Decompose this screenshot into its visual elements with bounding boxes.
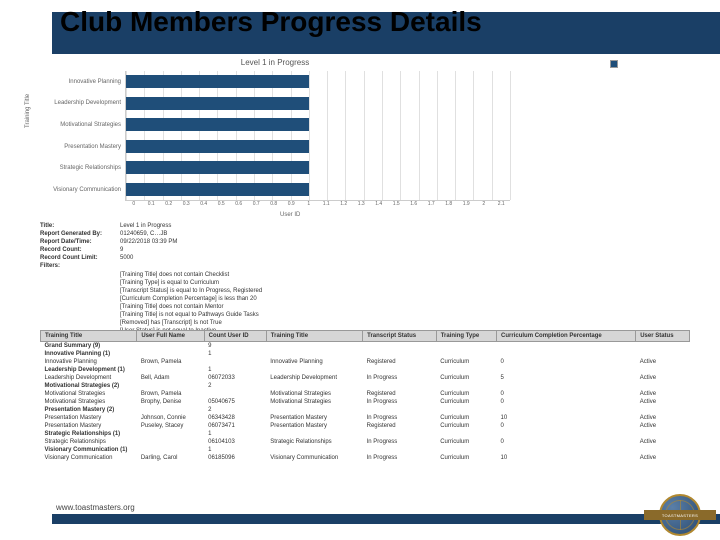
logo-ribbon: TOASTMASTERS [644, 510, 716, 520]
page-title: Club Members Progress Details [60, 6, 482, 38]
footer-bar [52, 514, 720, 524]
filter-line: [Curriculum Completion Percentage] is le… [40, 295, 262, 303]
group-count: 1 [204, 350, 266, 358]
group-count: 1 [204, 366, 266, 374]
chart-title: Level 1 in Progress [40, 58, 510, 67]
filter-line: [Training Title] is not equal to Pathway… [40, 311, 262, 319]
group-label: Innovative Planning (1) [41, 350, 205, 358]
table-row: Strategic Relationships06104103Strategic… [41, 438, 690, 446]
bar-chart: Level 1 in Progress Innovative Planning L… [40, 58, 510, 218]
col-header: Curriculum Completion Percentage [497, 331, 636, 342]
y-tick: Strategic Relationships [40, 165, 125, 171]
table-row: Presentation MasteryPuseley, Stacey06073… [41, 422, 690, 430]
meta-filters-k: Filters: [40, 262, 120, 270]
col-header: Count User ID [204, 331, 266, 342]
group-count: 2 [204, 406, 266, 414]
col-header: Training Title [266, 331, 362, 342]
footer-url: www.toastmasters.org [56, 503, 135, 512]
bar [126, 140, 309, 153]
group-label: Grand Summary (9) [41, 342, 205, 351]
legend [610, 60, 618, 68]
group-label: Leadership Development (1) [41, 366, 205, 374]
table-row: Leadership DevelopmentBell, Adam06072033… [41, 374, 690, 382]
table-row: Presentation MasteryJohnson, Connie06343… [41, 414, 690, 422]
group-count: 2 [204, 382, 266, 390]
y-tick: Leadership Development [40, 100, 125, 106]
bar [126, 118, 309, 131]
group-label: Presentation Mastery (2) [41, 406, 205, 414]
meta-date-k: Report Date/Time: [40, 238, 120, 246]
y-tick: Visionary Communication [40, 187, 125, 193]
meta-date-v: 09/22/2018 03:39 PM [120, 238, 177, 246]
y-axis-label: Training Title [25, 94, 31, 128]
table-row: Innovative PlanningBrown, PamelaInnovati… [41, 358, 690, 366]
meta-title-v: Level 1 in Progress [120, 222, 171, 230]
meta-title-k: Title: [40, 222, 120, 230]
toastmasters-logo: TOASTMASTERS [650, 494, 710, 536]
col-header: Training Type [436, 331, 496, 342]
filter-line: [Training Type] is equal to Curriculum [40, 279, 262, 287]
table-row: Motivational StrategiesBrown, PamelaMoti… [41, 390, 690, 398]
y-tick: Innovative Planning [40, 79, 125, 85]
filter-line: [Training Title] does not contain Mentor [40, 303, 262, 311]
group-count: 1 [204, 430, 266, 438]
col-header: User Full Name [137, 331, 204, 342]
meta-gen-k: Report Generated By: [40, 230, 120, 238]
y-tick: Motivational Strategies [40, 122, 125, 128]
report-meta: Title:Level 1 in Progress Report Generat… [40, 222, 262, 343]
filter-line: [Removed] has [Transcript] Is not True [40, 319, 262, 327]
col-header: Transcript Status [363, 331, 437, 342]
data-table: Training TitleUser Full NameCount User I… [40, 330, 690, 462]
group-label: Visionary Communication (1) [41, 446, 205, 454]
group-label: Strategic Relationships (1) [41, 430, 205, 438]
table-row: Visionary CommunicationDarling, Carol061… [41, 454, 690, 462]
group-count: 9 [204, 342, 266, 351]
filter-line: [Training Title] does not contain Checkl… [40, 271, 262, 279]
meta-gen-v: 01240659, C…JB [120, 230, 167, 238]
group-label: Motivational Strategies (2) [41, 382, 205, 390]
group-count: 1 [204, 446, 266, 454]
meta-count-v: 9 [120, 246, 123, 254]
filter-line: [Transcript Status] is equal to In Progr… [40, 287, 262, 295]
col-header: User Status [636, 331, 690, 342]
table-row: Motivational StrategiesBrophy, Denise050… [41, 398, 690, 406]
bar [126, 75, 309, 88]
bar [126, 183, 309, 196]
bar [126, 161, 309, 174]
meta-count-k: Record Count: [40, 246, 120, 254]
meta-limit-k: Record Count Limit: [40, 254, 120, 262]
bar [126, 97, 309, 110]
col-header: Training Title [41, 331, 137, 342]
meta-limit-v: 5000 [120, 254, 133, 262]
y-tick: Presentation Mastery [40, 144, 125, 150]
